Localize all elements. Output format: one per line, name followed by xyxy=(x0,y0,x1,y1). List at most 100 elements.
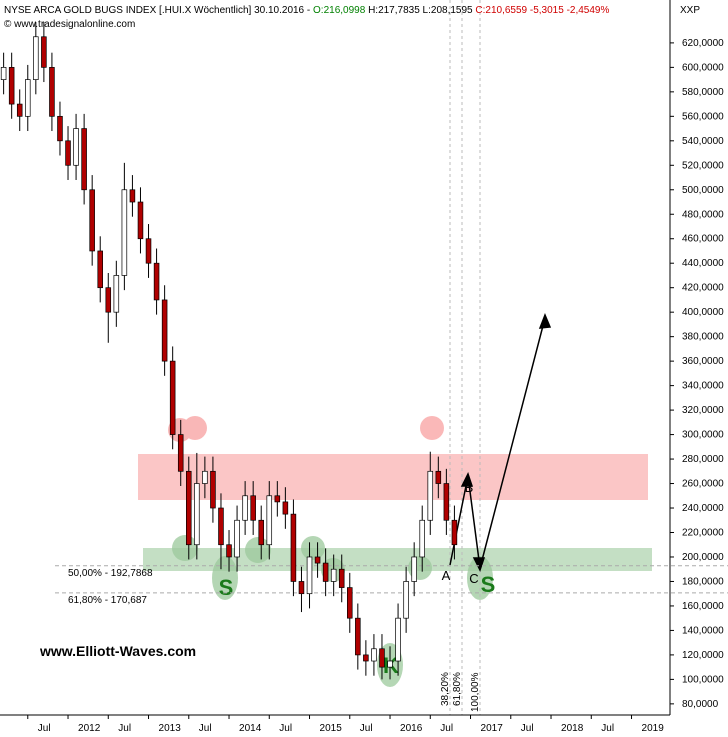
candle-body xyxy=(234,519,240,558)
candle-body xyxy=(387,660,393,668)
candle-body xyxy=(169,360,176,435)
candle-body xyxy=(419,519,425,558)
x-tick-label: Jul xyxy=(199,723,212,734)
annotations: 38,20% 61,80% 100,00% S S K A B C 50,00%… xyxy=(55,0,728,715)
candle-body xyxy=(347,587,353,619)
x-tick-label: Jul xyxy=(279,723,292,734)
y-tick-label: 340,0000 xyxy=(682,381,724,392)
candle-body xyxy=(129,189,136,203)
y-tick-label: 400,0000 xyxy=(682,307,724,318)
fib-label: 50,00% - 192,7868 xyxy=(68,568,153,579)
candle-body xyxy=(33,36,39,80)
candle-body xyxy=(218,507,224,546)
candle-body xyxy=(65,140,71,166)
y-tick-label: 480,0000 xyxy=(682,209,724,220)
wave-path xyxy=(449,312,552,572)
x-tick-label: Jul xyxy=(440,723,453,734)
time-fib-label: 61,80% xyxy=(452,672,463,706)
candle-body xyxy=(177,434,184,472)
fib-label: 61,80% - 170,687 xyxy=(68,595,147,606)
candle-body xyxy=(202,470,208,484)
x-tick-label: 2017 xyxy=(481,723,504,734)
y-tick-label: 80,0000 xyxy=(682,699,719,710)
y-tick-label: 560,0000 xyxy=(682,111,724,122)
x-tick-label: Jul xyxy=(118,723,131,734)
candle-body xyxy=(427,470,434,521)
candle-body xyxy=(210,470,216,509)
top-circles xyxy=(168,416,444,442)
source: © www.tradesignalonline.com xyxy=(4,19,135,30)
y-tick-label: 520,0000 xyxy=(682,160,724,171)
x-tick-label: Jul xyxy=(38,723,51,734)
x-tick-label: 2013 xyxy=(159,723,182,734)
y-tick-label: 180,0000 xyxy=(682,576,724,587)
candle-body xyxy=(81,128,87,191)
y-tick-label: 160,0000 xyxy=(682,601,724,612)
y-tick-label: 220,0000 xyxy=(682,527,724,538)
candle-body xyxy=(89,189,95,252)
y-tick-label: 540,0000 xyxy=(682,136,724,147)
wave-label: S xyxy=(219,575,234,600)
candle-body xyxy=(363,654,369,662)
x-tick-label: Jul xyxy=(521,723,534,734)
candle-body xyxy=(266,495,273,546)
candle-body xyxy=(153,262,160,301)
y-tick-label: 280,0000 xyxy=(682,454,724,465)
candle-body xyxy=(379,648,385,668)
candle-body xyxy=(371,648,377,662)
x-tick-label: 2016 xyxy=(400,723,423,734)
candle-body xyxy=(395,617,401,662)
candle-body xyxy=(282,501,289,515)
y-tick-label: 300,0000 xyxy=(682,430,724,441)
candle-body xyxy=(186,470,192,546)
y-tick-label: 460,0000 xyxy=(682,234,724,245)
candle-body xyxy=(338,568,345,588)
y-tick-label: 600,0000 xyxy=(682,62,724,73)
watermark: www.Elliott-Waves.com xyxy=(39,643,196,659)
candle-body xyxy=(226,544,232,558)
x-tick-label: 2015 xyxy=(320,723,343,734)
x-tick-label: 2018 xyxy=(561,723,584,734)
resistance-zone xyxy=(138,454,648,500)
y-tick-label: 420,0000 xyxy=(682,283,724,294)
candle-body xyxy=(451,519,458,546)
y-tick-label: 320,0000 xyxy=(682,405,724,416)
candle-body xyxy=(137,201,144,240)
y-tick-label: 100,0000 xyxy=(682,674,724,685)
candle-body xyxy=(274,495,281,503)
candle-body xyxy=(250,495,256,521)
y-tick-label: 260,0000 xyxy=(682,479,724,490)
wave-label: A xyxy=(442,568,451,583)
candle-body xyxy=(322,562,329,582)
candle-body xyxy=(242,495,248,521)
candle-body xyxy=(0,67,7,80)
y-tick-label: 440,0000 xyxy=(682,258,724,269)
candle-body xyxy=(145,238,152,264)
candle-body xyxy=(298,581,305,595)
y-tick-label: 140,0000 xyxy=(682,625,724,636)
candle-body xyxy=(97,250,103,289)
candle-body xyxy=(306,556,313,595)
y-tick-label: 620,0000 xyxy=(682,38,724,49)
wave-label: C xyxy=(469,571,478,586)
candle-body xyxy=(443,483,450,521)
time-fib-label: 100,00% xyxy=(470,672,481,712)
x-tick-label: 2012 xyxy=(78,723,101,734)
y-tick-label: 360,0000 xyxy=(682,356,724,367)
candle-body xyxy=(73,128,79,166)
candle-body xyxy=(194,483,200,546)
wave-label: B xyxy=(465,480,474,495)
wave-label: S xyxy=(481,572,496,597)
candle-body xyxy=(258,519,264,546)
candle-body xyxy=(41,36,47,68)
candle-body xyxy=(290,513,297,582)
candle-body xyxy=(403,581,409,619)
candle-body xyxy=(330,568,337,582)
y-tick-label: 240,0000 xyxy=(682,503,724,514)
y-tick-label: 500,0000 xyxy=(682,185,724,196)
y-tick-label: 200,0000 xyxy=(682,552,724,563)
candle-body xyxy=(121,189,128,276)
y-tick-label: 380,0000 xyxy=(682,332,724,343)
candle-body xyxy=(435,470,442,484)
